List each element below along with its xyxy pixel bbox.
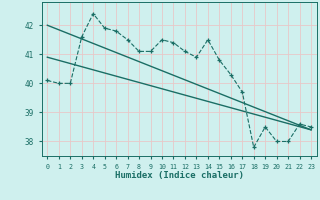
X-axis label: Humidex (Indice chaleur): Humidex (Indice chaleur) (115, 171, 244, 180)
